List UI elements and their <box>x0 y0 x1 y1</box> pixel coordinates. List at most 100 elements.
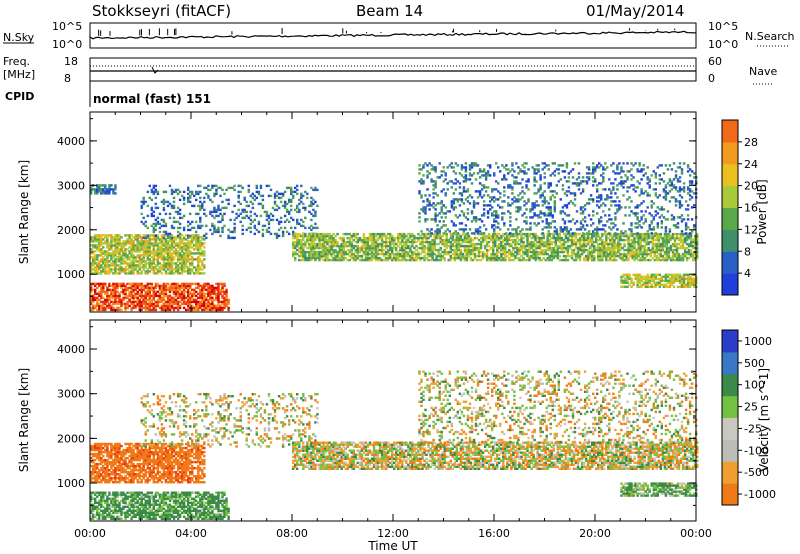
echo-cell <box>679 254 683 258</box>
echo-cell <box>213 208 216 212</box>
echo-cell <box>207 286 210 290</box>
echo-cell <box>403 254 406 258</box>
echo-cell <box>172 288 176 292</box>
echo-cell <box>146 204 150 208</box>
echo-cell <box>193 282 196 286</box>
echo-cell <box>552 248 556 252</box>
echo-cell <box>515 218 518 221</box>
echo-cell <box>116 290 119 294</box>
echo-cell <box>548 234 551 238</box>
echo-cell <box>384 238 388 242</box>
echo-cell <box>576 248 580 252</box>
echo-cell <box>237 200 240 204</box>
echo-cell <box>559 178 563 181</box>
echo-cell <box>176 254 180 257</box>
echo-cell <box>328 232 331 236</box>
echo-cell <box>534 242 537 246</box>
echo-cell <box>514 240 517 244</box>
echo-cell <box>550 250 554 254</box>
echo-cell <box>178 288 182 292</box>
echo-cell <box>106 244 109 247</box>
echo-cell <box>191 268 194 271</box>
echo-cell <box>318 242 321 246</box>
echo-cell <box>370 250 374 254</box>
echo-cell <box>423 244 426 248</box>
echo-cell <box>168 306 172 310</box>
echo-cell <box>211 306 214 310</box>
echo-cell <box>516 240 519 244</box>
echo-cell <box>330 234 333 238</box>
echo-cell <box>292 230 295 234</box>
echo-cell <box>178 248 182 251</box>
echo-cell <box>304 242 307 246</box>
echo-cell <box>223 304 226 308</box>
echo-cell <box>130 264 133 267</box>
echo-cell <box>168 246 172 249</box>
echo-cell <box>435 258 438 262</box>
echo-cell <box>601 254 604 258</box>
echo-cell <box>199 224 202 228</box>
echo-cell <box>366 236 370 240</box>
echo-cell <box>132 270 135 273</box>
echo-cell <box>348 236 352 240</box>
echo-cell <box>199 258 202 261</box>
echo-cell <box>130 242 133 245</box>
echo-cell <box>426 228 429 231</box>
echo-cell <box>92 300 95 304</box>
echo-cell <box>255 184 259 188</box>
echo-cell <box>94 292 97 296</box>
echo-cell <box>124 284 127 288</box>
echo-cell <box>665 254 669 258</box>
echo-cell <box>148 300 152 304</box>
echo-cell <box>613 256 616 260</box>
echo-cell <box>124 252 127 255</box>
echo-cell <box>172 258 176 261</box>
echo-cell <box>434 180 437 183</box>
echo-cell <box>191 296 194 300</box>
echo-cell <box>629 234 632 238</box>
echo-cell <box>114 298 117 302</box>
echo-cell <box>310 234 313 238</box>
echo-cell <box>479 236 483 240</box>
echo-cell <box>673 244 677 248</box>
echo-cell <box>156 270 160 273</box>
echo-cell <box>140 242 143 245</box>
echo-cell <box>144 262 147 265</box>
echo-cell <box>215 298 218 302</box>
echo-cell <box>106 300 109 304</box>
echo-cell <box>469 242 473 246</box>
echo-cell <box>170 248 174 251</box>
echo-cell <box>366 238 370 242</box>
echo-cell <box>180 260 184 263</box>
echo-cell <box>386 258 390 262</box>
echo-cell <box>233 222 236 226</box>
echo-cell <box>207 282 210 286</box>
echo-cell <box>322 254 325 258</box>
echo-cell <box>261 234 265 238</box>
echo-cell <box>510 238 513 242</box>
echo-cell <box>166 272 170 275</box>
echo-cell <box>532 242 535 246</box>
echo-cell <box>116 282 119 286</box>
echo-cell <box>96 308 99 312</box>
echo-cell <box>106 294 109 298</box>
echo-cell <box>533 176 536 179</box>
echo-cell <box>532 234 535 238</box>
echo-cell <box>154 218 158 222</box>
echo-cell <box>178 208 182 212</box>
echo-cell <box>539 210 542 213</box>
echo-cell <box>207 294 210 298</box>
echo-cell <box>304 208 307 212</box>
echo-cell <box>120 250 123 253</box>
echo-cell <box>461 254 465 258</box>
echo-cell <box>429 252 432 256</box>
echo-cell <box>178 300 182 304</box>
echo-cell <box>483 236 487 240</box>
echo-cell <box>386 236 390 240</box>
echo-cell <box>485 254 489 258</box>
echo-cell <box>213 224 216 228</box>
echo-cell <box>340 250 343 254</box>
echo-cell <box>221 282 224 286</box>
echo-cell <box>384 240 388 244</box>
echo-cell <box>176 270 180 273</box>
